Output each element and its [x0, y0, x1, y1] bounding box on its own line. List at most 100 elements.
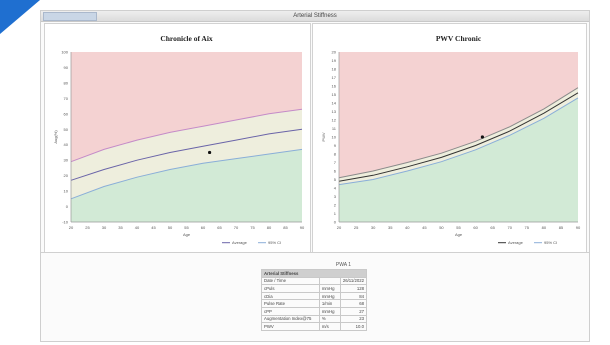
y-tick-label: 12 [332, 118, 337, 123]
results-table: Arterial Stiffness Date / Time 26/11/2022… [261, 269, 368, 331]
y-tick-label: 70 [64, 96, 69, 101]
patient-data-point [480, 135, 484, 139]
x-tick-label: 90 [300, 225, 305, 230]
table-cell-label: Pulse Rate [261, 299, 320, 308]
x-tick-label: 45 [422, 225, 427, 230]
legend-label-ci: 95% CI [268, 240, 281, 245]
y-tick-label: 10 [332, 135, 337, 140]
x-tick-label: 25 [354, 225, 359, 230]
y-tick-label: 9 [334, 143, 337, 148]
y-tick-label: 50 [64, 127, 69, 132]
window-titlebar: Arterial Stiffness [41, 11, 589, 22]
table-cell-unit: 1/min [318, 299, 341, 308]
y-tick-label: 90 [64, 65, 69, 70]
y-tick-label: 20 [64, 173, 69, 178]
x-tick-label: 50 [439, 225, 444, 230]
y-tick-label: -10 [62, 220, 69, 225]
y-tick-label: 16 [332, 84, 337, 89]
table-cell-value: 128 [339, 284, 368, 293]
x-tick-label: 40 [405, 225, 410, 230]
x-tick-label: 65 [217, 225, 222, 230]
table-cell-label: Augmentation Index@75 [261, 314, 320, 324]
y-tick-label: 2 [334, 203, 337, 208]
normal-range-band [339, 87, 578, 185]
table-cell-label: PWV [261, 322, 320, 331]
legend-label-average: Average [508, 240, 524, 245]
y-axis-label: PWV [321, 132, 326, 141]
y-tick-label: 60 [64, 111, 69, 116]
table-row: PWV m/s 10.0 [261, 322, 368, 331]
table-cell-unit [318, 276, 341, 286]
pwv-chart: 20 25 30 35 40 45 50 55 60 65 70 75 80 85 900123456789… [321, 34, 581, 245]
window-title: Arterial Stiffness [293, 13, 337, 19]
x-tick-label: 70 [234, 225, 239, 230]
x-tick-label: 30 [371, 225, 376, 230]
chart-title: Chronicle of Aix [160, 34, 213, 43]
y-tick-label: 0 [334, 220, 337, 225]
x-tick-label: 85 [283, 225, 288, 230]
patient-data-point [208, 150, 212, 155]
x-tick-label: 80 [267, 225, 272, 230]
legend-label-average: Average [232, 240, 248, 245]
x-tick-label: 75 [525, 225, 530, 230]
table-cell-value: 84 [339, 291, 368, 301]
x-tick-label: 30 [102, 225, 107, 230]
y-tick-label: 6 [334, 169, 337, 174]
normal-range-band [71, 109, 302, 199]
y-tick-label: 20 [332, 50, 337, 55]
x-tick-label: 20 [337, 225, 342, 230]
x-tick-label: 60 [473, 225, 478, 230]
table-cell-unit: mmHg [318, 306, 341, 316]
y-tick-label: 13 [332, 109, 337, 114]
x-tick-label: 90 [576, 225, 581, 230]
y-tick-label: 0 [66, 204, 69, 209]
table-row: Date / Time 26/11/2022 [261, 276, 368, 286]
y-tick-label: 1 [334, 211, 337, 216]
plot-area-green-zone [71, 149, 302, 222]
x-tick-label: 50 [168, 225, 173, 230]
section-divider [41, 252, 589, 253]
table-header-label: PWA 1 [335, 262, 351, 268]
table-cell-value: 27 [339, 306, 368, 316]
y-tick-label: 17 [332, 75, 337, 80]
table-section-title: Arterial Stiffness [261, 269, 367, 278]
pwv-chart-panel: 20 25 30 35 40 45 50 55 60 65 70 75 80 85 90 0 1 2 3 4 5 6 7 8 9… [312, 23, 587, 253]
y-tick-label: 5 [334, 177, 337, 182]
y-tick-label: 100 [61, 50, 68, 55]
y-tick-label: 4 [334, 186, 337, 191]
table-cell-value: 10.0 [339, 322, 368, 331]
table-cell-label: cPuls [261, 284, 320, 293]
table-row: Augmentation Index@75% 23 [261, 314, 368, 324]
table-cell-label: Date / Time [261, 276, 320, 286]
x-tick-label: 25 [85, 225, 90, 230]
y-tick-label: 8 [334, 152, 337, 157]
table-row: Pulse Rate 1/min 68 [261, 299, 368, 308]
table-cell-unit: mmHg [318, 284, 341, 293]
y-tick-label: 7 [334, 160, 337, 165]
table-cell-value: 68 [339, 299, 368, 308]
window-tab[interactable] [43, 12, 97, 21]
x-axis-label: Age [183, 232, 191, 237]
x-tick-label: 45 [151, 225, 156, 230]
x-tick-label: 60 [201, 225, 206, 230]
y-tick-label: 80 [64, 80, 69, 85]
x-tick-label: 70 [507, 225, 512, 230]
y-tick-label: 3 [334, 194, 337, 199]
x-tick-label: 75 [250, 225, 255, 230]
series-line [70, 128, 303, 181]
table-cell-label: cDia [261, 291, 320, 301]
x-axis-label: Age [455, 232, 463, 237]
table-row: cPuls mmHg 128 [261, 284, 368, 293]
series-line [338, 97, 579, 186]
x-tick-label: 20 [69, 225, 74, 230]
series-line [70, 148, 303, 200]
table-cell-unit: mmHg [318, 291, 341, 301]
y-tick-label: 14 [332, 101, 337, 106]
x-tick-label: 65 [490, 225, 495, 230]
y-tick-label: 18 [332, 67, 337, 72]
series-line [70, 108, 303, 163]
x-tick-label: 35 [118, 225, 123, 230]
y-axis-label: Aug(%) [53, 130, 58, 144]
x-tick-label: 35 [388, 225, 393, 230]
aix-chart-panel: 20 25 30 35 40 45 50 55 60 65 70 75 80 85 90 -10 0 10 20 30… [44, 23, 311, 253]
